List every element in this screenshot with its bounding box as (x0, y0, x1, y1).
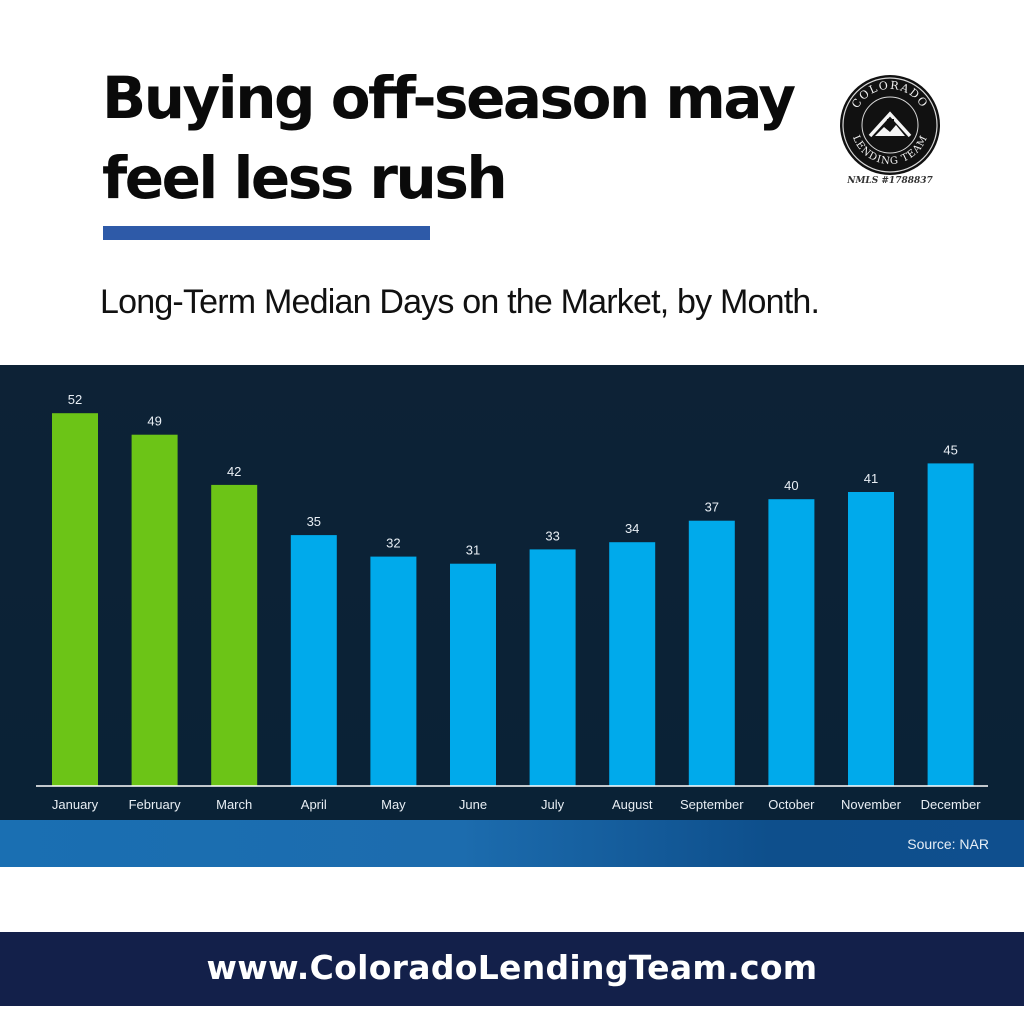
website-link[interactable]: www.ColoradoLendingTeam.com (206, 948, 818, 987)
bar-may (370, 556, 417, 786)
data-label-october: 40 (784, 478, 798, 493)
bar-april (290, 535, 337, 786)
source-label: Source: NAR (907, 836, 989, 852)
accent-bar (103, 226, 430, 240)
bar-june (450, 563, 496, 786)
data-label-april: 35 (307, 514, 321, 529)
bar-january (52, 413, 98, 786)
bar-july (529, 549, 576, 786)
bar-september (688, 520, 735, 786)
headline-line-2: feel less rush (102, 144, 508, 212)
x-tick-label-october: October (768, 797, 815, 812)
source-band: Source: NAR (0, 820, 1024, 867)
data-label-july: 33 (545, 528, 559, 543)
data-label-september: 37 (705, 500, 719, 515)
x-tick-label-december: December (921, 797, 982, 812)
data-label-may: 32 (386, 536, 400, 551)
footer: www.ColoradoLendingTeam.com (0, 932, 1024, 1006)
x-tick-label-may: May (381, 797, 406, 812)
bar-october (768, 499, 815, 786)
bar-march (211, 484, 258, 786)
bar-chart: 52 January 49 February 42 March 35 April 32 May 31… (36, 392, 988, 812)
x-tick-label-august: August (612, 797, 653, 812)
bar-august (609, 542, 656, 786)
company-logo: COLORADO LENDING TEAM (840, 75, 940, 175)
headline-line-1: Buying off-season may (102, 64, 796, 132)
bar-november (848, 492, 894, 786)
chart-panel: 52 January 49 February 42 March 35 April 32 May 31… (0, 365, 1024, 820)
data-label-december: 45 (943, 442, 957, 457)
chart-subtitle: Long-Term Median Days on the Market, by … (100, 283, 820, 321)
data-label-february: 49 (147, 414, 161, 429)
data-label-january: 52 (68, 392, 82, 407)
x-tick-label-february: February (129, 797, 182, 812)
bar-february (131, 434, 178, 786)
bar-december (927, 463, 974, 786)
x-tick-label-april: April (301, 797, 327, 812)
x-tick-label-march: March (216, 797, 252, 812)
x-tick-label-september: September (680, 797, 744, 812)
data-label-june: 31 (466, 543, 480, 558)
x-tick-label-june: June (459, 797, 487, 812)
x-tick-label-july: July (541, 797, 565, 812)
nmls-number: NMLS #1788837 (847, 176, 933, 186)
data-label-november: 41 (864, 471, 878, 486)
x-tick-label-november: November (841, 797, 902, 812)
data-label-august: 34 (625, 521, 639, 536)
headline: Buying off-season may feel less rush (102, 58, 822, 218)
data-label-march: 42 (227, 464, 241, 479)
x-tick-label-january: January (52, 797, 99, 812)
